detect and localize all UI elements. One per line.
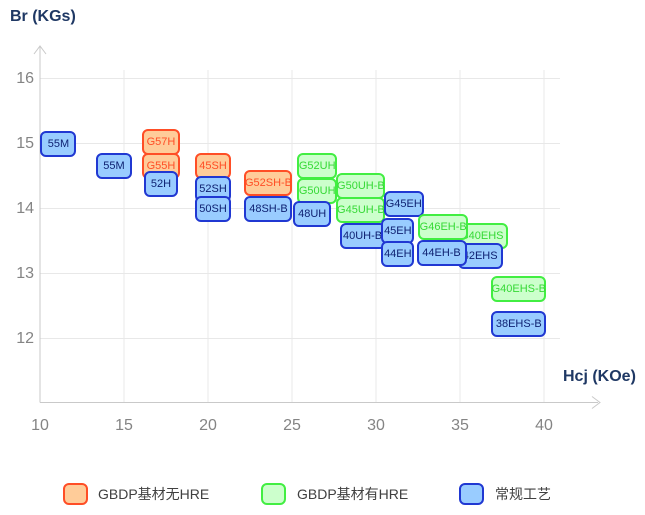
data-point-box[interactable]: G45UH-B (336, 197, 386, 224)
data-point-box[interactable]: 48SH-B (244, 196, 293, 223)
data-point-box[interactable]: 52H (143, 170, 178, 197)
data-point-box[interactable]: G52SH-B (244, 169, 293, 196)
data-point-box[interactable]: 38EHS-B (491, 311, 547, 338)
data-point-box[interactable]: 48UH (293, 200, 332, 227)
x-tick-label: 40 (535, 417, 553, 434)
data-point-box[interactable]: 40UH-B (339, 223, 386, 250)
x-tick-label: 30 (367, 417, 385, 434)
data-point-box[interactable]: G57H (141, 129, 180, 156)
x-tick-label: 15 (115, 417, 133, 434)
y-axis-title: Br (KGs) (10, 8, 76, 25)
y-tick-label: 14 (16, 199, 34, 217)
y-tick-label: 12 (16, 329, 34, 347)
x-tick-label: 10 (31, 417, 49, 434)
data-point-box[interactable]: 44EH (381, 241, 415, 267)
legend-swatch-blue-icon (459, 483, 484, 505)
data-point-box[interactable]: 45EH (381, 217, 415, 244)
x-axis-title: Hcj (KOe) (563, 368, 636, 385)
y-tick-label: 16 (16, 69, 34, 87)
legend-label: GBDP基材无HRE (98, 486, 210, 502)
data-point-box[interactable]: 44EH-B (416, 239, 467, 266)
legend-label: 常规工艺 (495, 486, 551, 502)
data-point-box[interactable]: G46EH-B (418, 214, 469, 241)
legend-item-gbdp-no-hre[interactable]: GBDP基材无HRE (63, 483, 209, 505)
legend-label: GBDP基材有HRE (297, 486, 409, 502)
data-point-box[interactable]: G45EH (383, 190, 424, 217)
data-point-box[interactable]: G40EHS-B (491, 276, 547, 303)
x-tick-label: 35 (451, 417, 469, 434)
data-point-box[interactable]: 55M (40, 130, 77, 157)
legend-swatch-green-icon (261, 483, 286, 505)
data-point-box[interactable]: G52UH (297, 153, 338, 180)
legend-item-conventional[interactable]: 常规工艺 (459, 483, 551, 505)
data-point-box[interactable]: 55M (95, 152, 132, 179)
x-tick-label: 25 (283, 417, 301, 434)
data-point-box[interactable]: G50UH-B (336, 172, 386, 199)
y-tick-label: 15 (16, 134, 34, 152)
x-tick-label: 20 (199, 417, 217, 434)
y-tick-label: 13 (16, 264, 34, 282)
legend-item-gbdp-hre[interactable]: GBDP基材有HRE (261, 483, 408, 505)
legend-swatch-orange-icon (63, 483, 88, 505)
data-point-box[interactable]: 50SH (195, 196, 232, 223)
